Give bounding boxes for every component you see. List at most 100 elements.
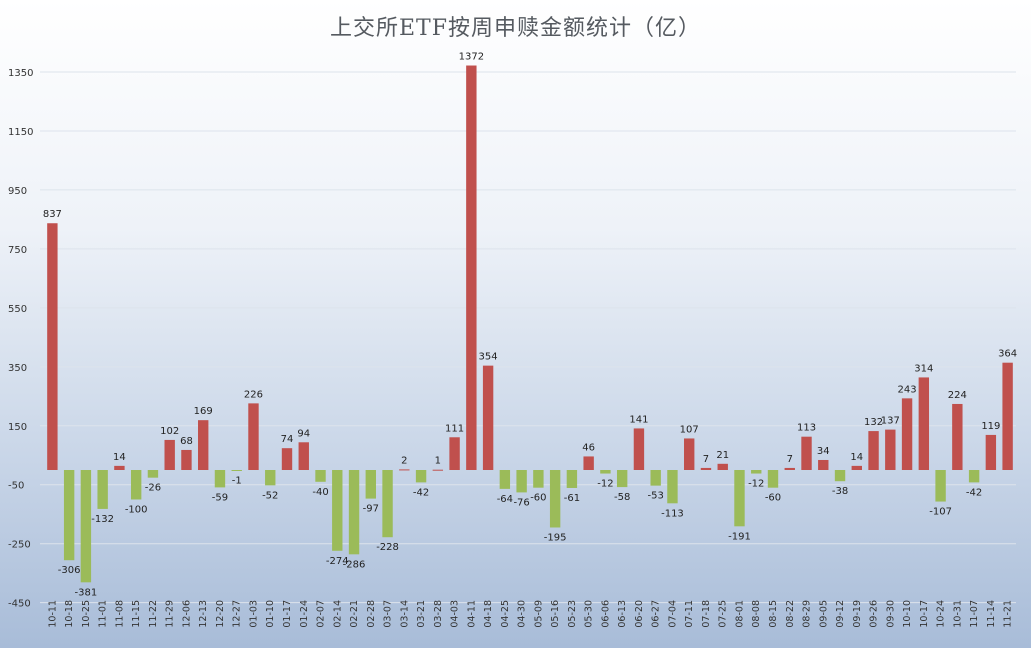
data-label: 119 (981, 421, 1000, 432)
bar (281, 448, 293, 470)
x-tick-label: 06-13 (617, 600, 628, 628)
x-tick-label: 04-30 (517, 600, 528, 628)
x-tick-label: 07-04 (667, 600, 678, 628)
data-label: -286 (343, 559, 366, 570)
data-label: 169 (194, 406, 213, 417)
bar (583, 456, 594, 470)
bar (415, 470, 427, 483)
y-tick-label: -450 (8, 599, 31, 610)
data-label: -53 (648, 491, 664, 502)
x-tick-label: 12-20 (215, 600, 226, 628)
x-tick-label: 02-14 (332, 600, 343, 628)
bar (650, 470, 661, 486)
chart-title: 上交所ETF按周申赎金额统计（亿） (330, 16, 701, 41)
x-tick-label: 04-18 (483, 600, 494, 628)
x-tick-label: 06-27 (651, 600, 662, 628)
data-label: 243 (898, 384, 917, 395)
x-tick-label: 10-25 (81, 600, 92, 628)
bar (700, 467, 712, 470)
data-label: -100 (125, 504, 148, 515)
data-label: 46 (582, 442, 595, 453)
x-tick-label: 10-10 (902, 600, 913, 628)
x-tick-label: 11-07 (969, 600, 980, 628)
x-tick-label: 02-21 (349, 600, 360, 628)
bar (717, 463, 728, 470)
y-tick-label: -250 (8, 540, 31, 551)
x-tick-label: 03-07 (383, 600, 394, 628)
data-label: 21 (716, 450, 729, 461)
data-label: -64 (497, 494, 513, 505)
bar (667, 470, 678, 504)
x-tick-label: 03-14 (399, 600, 410, 628)
bar (600, 470, 611, 474)
x-tick-label: 12-06 (181, 600, 192, 628)
bar (1002, 362, 1013, 470)
x-tick-label: 06-20 (634, 600, 645, 628)
bar (952, 403, 963, 470)
data-label: 113 (797, 423, 816, 434)
y-tick-label: -50 (8, 481, 24, 492)
data-label: 107 (680, 424, 699, 435)
data-label: 314 (914, 363, 933, 374)
x-axis-ticks: 10-11 10-18 10-25 11-01 11-08 11-15 11-22 11-29… (47, 600, 1013, 628)
data-label: 68 (180, 436, 193, 447)
data-label: -306 (58, 565, 81, 576)
bar (147, 470, 159, 478)
y-tick-label: 1350 (8, 68, 33, 79)
bar (818, 459, 829, 470)
bar (181, 449, 192, 470)
y-tick-label: 1150 (8, 127, 33, 138)
x-tick-label: 01-03 (248, 600, 259, 628)
y-tick-label: 950 (8, 186, 27, 197)
bar (801, 436, 812, 470)
x-tick-label: 08-15 (768, 600, 779, 628)
bar (348, 470, 360, 555)
x-tick-label: 12-13 (198, 600, 209, 628)
x-tick-label: 05-23 (567, 600, 578, 628)
bar (298, 442, 309, 470)
bar (616, 470, 628, 488)
y-tick-label: 550 (8, 304, 27, 315)
data-label: 224 (948, 390, 967, 401)
data-label: -59 (212, 492, 228, 503)
data-label: -61 (564, 493, 580, 504)
x-tick-label: 10-17 (919, 600, 930, 628)
data-label: -1 (232, 475, 242, 486)
x-tick-label: 12-27 (232, 600, 243, 628)
bar (784, 467, 795, 470)
data-label: 1 (435, 456, 441, 467)
bar (248, 403, 259, 470)
data-label: -97 (363, 504, 379, 515)
bar (164, 439, 175, 470)
y-tick-label: 350 (8, 363, 27, 374)
data-label: -381 (75, 587, 98, 598)
bar (566, 470, 578, 488)
x-tick-label: 03-28 (433, 600, 444, 628)
x-tick-label: 04-11 (466, 600, 477, 628)
data-label: 94 (297, 428, 310, 439)
data-label: -12 (597, 479, 613, 490)
bar (985, 434, 997, 470)
x-tick-label: 07-18 (701, 600, 712, 628)
bar (482, 365, 494, 470)
data-label: 364 (998, 349, 1017, 360)
x-tick-label: 01-24 (299, 600, 310, 628)
bar (885, 429, 896, 470)
x-tick-label: 10-11 (47, 600, 58, 628)
data-label: -107 (929, 507, 952, 518)
x-tick-label: 09-26 (869, 600, 880, 628)
data-label: 2 (401, 455, 407, 466)
y-tick-label: 150 (8, 422, 27, 433)
bar (466, 65, 477, 471)
bar (382, 470, 393, 538)
data-label: -42 (413, 487, 429, 498)
x-tick-label: 02-07 (316, 600, 327, 628)
x-tick-label: 07-11 (684, 600, 695, 628)
bar (97, 470, 108, 509)
bar (114, 465, 125, 470)
bar (198, 420, 209, 470)
x-tick-label: 08-22 (785, 600, 796, 628)
bar (834, 470, 846, 482)
data-label: -52 (262, 490, 278, 501)
bar (533, 470, 544, 488)
